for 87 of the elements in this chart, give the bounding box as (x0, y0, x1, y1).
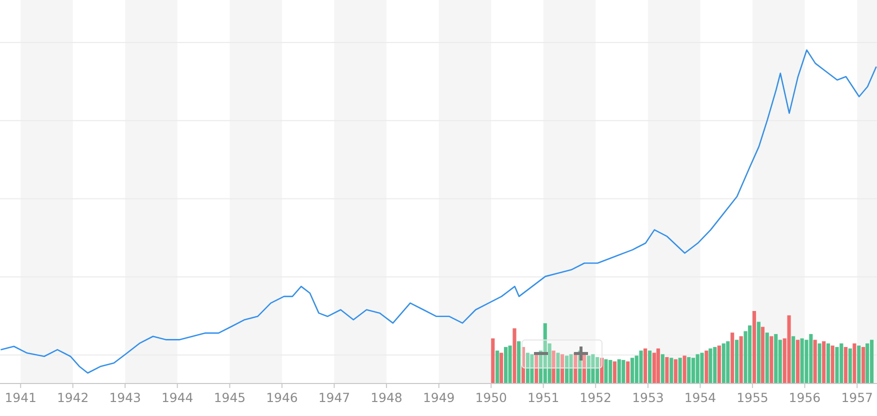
bar (857, 346, 861, 383)
bar (678, 358, 682, 383)
x-tick-label: 1951 (527, 390, 560, 405)
bar (822, 341, 826, 383)
x-tick-label: 1943 (109, 390, 142, 405)
bar (582, 354, 586, 383)
x-tick-label: 1946 (266, 390, 298, 405)
x-tick-label: 1957 (841, 390, 874, 405)
bar (726, 341, 730, 383)
bar (526, 352, 530, 383)
bar (644, 348, 648, 383)
bar (844, 347, 848, 383)
bar (665, 357, 669, 383)
x-tick-label: 1944 (161, 390, 194, 405)
bar (622, 360, 626, 383)
x-tick-label: 1949 (422, 390, 455, 405)
bar (556, 352, 560, 383)
x-tick-label: 1950 (475, 390, 508, 405)
bar (586, 356, 590, 383)
bar (574, 352, 578, 383)
bar (504, 347, 508, 383)
bar (630, 358, 634, 383)
bar (521, 347, 525, 383)
x-tick-label: 1948 (370, 390, 402, 405)
bar (852, 343, 856, 383)
bar (604, 359, 608, 383)
bar (560, 354, 564, 383)
bar (826, 343, 830, 383)
bar (591, 354, 595, 383)
bar (564, 356, 569, 383)
x-tick-label: 1947 (318, 390, 350, 405)
x-tick-label: 1945 (214, 390, 246, 405)
bar (717, 346, 721, 383)
x-tick-label: 1941 (4, 390, 37, 405)
bar (674, 359, 678, 383)
x-tick-label: 1952 (580, 390, 612, 405)
bar (491, 338, 495, 383)
x-tick-label: 1955 (736, 390, 768, 405)
bar (617, 359, 621, 383)
bar (787, 315, 791, 383)
bar (639, 350, 643, 383)
bar (796, 340, 800, 383)
x-tick-label: 1953 (632, 390, 664, 405)
bar (870, 340, 874, 383)
bar (682, 356, 686, 383)
bar (626, 361, 630, 383)
bar (700, 352, 704, 383)
bar (552, 350, 556, 383)
bar (792, 336, 796, 383)
bar (670, 358, 674, 383)
bar (866, 343, 870, 383)
bar (760, 326, 764, 383)
bar (862, 347, 866, 383)
bar (735, 340, 739, 383)
bar (835, 347, 839, 383)
bar (774, 334, 778, 383)
bar (600, 358, 604, 383)
bar (530, 354, 534, 383)
bar (770, 336, 774, 383)
bar (848, 348, 852, 383)
bar (656, 348, 660, 383)
x-tick-label: 1942 (56, 390, 89, 405)
bar (512, 328, 516, 383)
bar (648, 350, 652, 383)
bar (652, 352, 656, 383)
bar (739, 336, 743, 383)
bar (687, 357, 691, 383)
bar (830, 346, 834, 383)
bar (508, 346, 512, 383)
bar (722, 343, 726, 383)
bar (691, 358, 696, 383)
bar (818, 343, 822, 383)
x-tick-label: 1954 (684, 390, 716, 405)
bar (752, 311, 756, 383)
bar (660, 354, 664, 383)
bar (708, 348, 712, 383)
bar (704, 350, 708, 383)
bar (730, 332, 734, 383)
bar (569, 354, 573, 383)
bar (756, 322, 760, 383)
bar (517, 341, 521, 383)
bar (496, 350, 500, 383)
x-tick-label: 1956 (788, 390, 821, 405)
bar (612, 361, 616, 383)
bar (500, 352, 504, 383)
bar (765, 332, 769, 383)
bar (813, 340, 817, 383)
